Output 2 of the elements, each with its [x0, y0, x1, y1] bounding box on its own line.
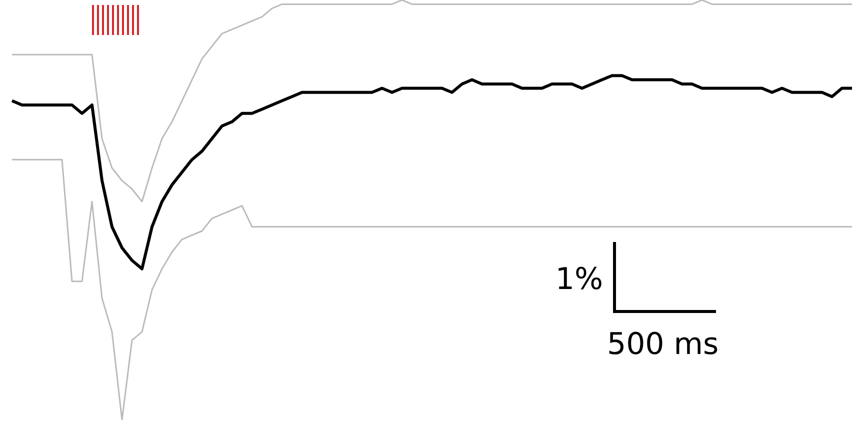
- annotation: 1%: [555, 262, 603, 297]
- annotation: 500 ms: [607, 327, 719, 362]
